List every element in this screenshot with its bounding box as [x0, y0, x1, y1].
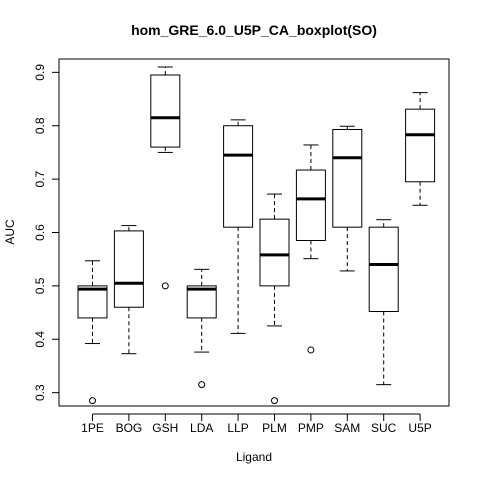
box-rect — [223, 125, 254, 228]
x-tick-label: U5P — [408, 421, 431, 435]
box-rect — [77, 285, 108, 319]
x-tick-label: PMP — [298, 421, 324, 435]
box-plm — [259, 193, 290, 405]
outlier-point — [161, 282, 169, 290]
chart-title: hom_GRE_6.0_U5P_CA_boxplot(SO) — [131, 22, 377, 38]
x-axis: 1PE BOG GSH LDA LLP PLM PMP SAM SUC U5P — [81, 413, 432, 435]
box-gsh — [150, 66, 181, 290]
outlier-point — [271, 397, 278, 405]
y-axis: 0.3 0.4 0.5 0.6 0.7 0.8 0.9 — [33, 64, 60, 401]
box-rect — [332, 128, 363, 228]
box-rect — [113, 230, 144, 308]
box-rect — [259, 218, 290, 287]
x-tick-label: LLP — [227, 421, 248, 435]
box-lda — [186, 268, 217, 389]
x-tick-label: 1PE — [81, 421, 104, 435]
x-tick-label: GSH — [152, 421, 178, 435]
outlier-point — [198, 381, 206, 389]
x-tick-label: LDA — [190, 421, 213, 435]
y-axis-title: AUC — [3, 219, 17, 245]
y-tick-label: 0.3 — [33, 384, 47, 401]
x-tick-label: SUC — [371, 421, 397, 435]
box-u5p — [405, 92, 436, 206]
box-rect — [405, 108, 436, 183]
outlier-point — [307, 346, 315, 354]
box-rect — [150, 74, 181, 148]
y-tick-label: 0.6 — [33, 224, 47, 241]
x-tick-label: SAM — [334, 421, 360, 435]
y-tick-label: 0.8 — [33, 117, 47, 134]
y-tick-label: 0.7 — [33, 170, 47, 187]
y-tick-label: 0.4 — [33, 331, 47, 348]
x-tick-label: PLM — [262, 421, 287, 435]
box-bog — [113, 225, 144, 355]
box-sam — [332, 125, 363, 272]
outlier-point — [89, 397, 96, 405]
y-tick-label: 0.9 — [33, 64, 47, 81]
box-llp — [223, 119, 254, 334]
box-rect — [295, 169, 326, 242]
box-pmp — [295, 144, 326, 354]
x-axis-title: Ligand — [236, 450, 272, 464]
x-tick-label: BOG — [116, 421, 143, 435]
y-tick-label: 0.5 — [33, 277, 47, 294]
box-1pe — [77, 260, 108, 405]
box-rect — [368, 226, 399, 313]
box-rect — [186, 285, 217, 319]
box-suc — [368, 219, 399, 386]
box-series — [77, 66, 436, 405]
